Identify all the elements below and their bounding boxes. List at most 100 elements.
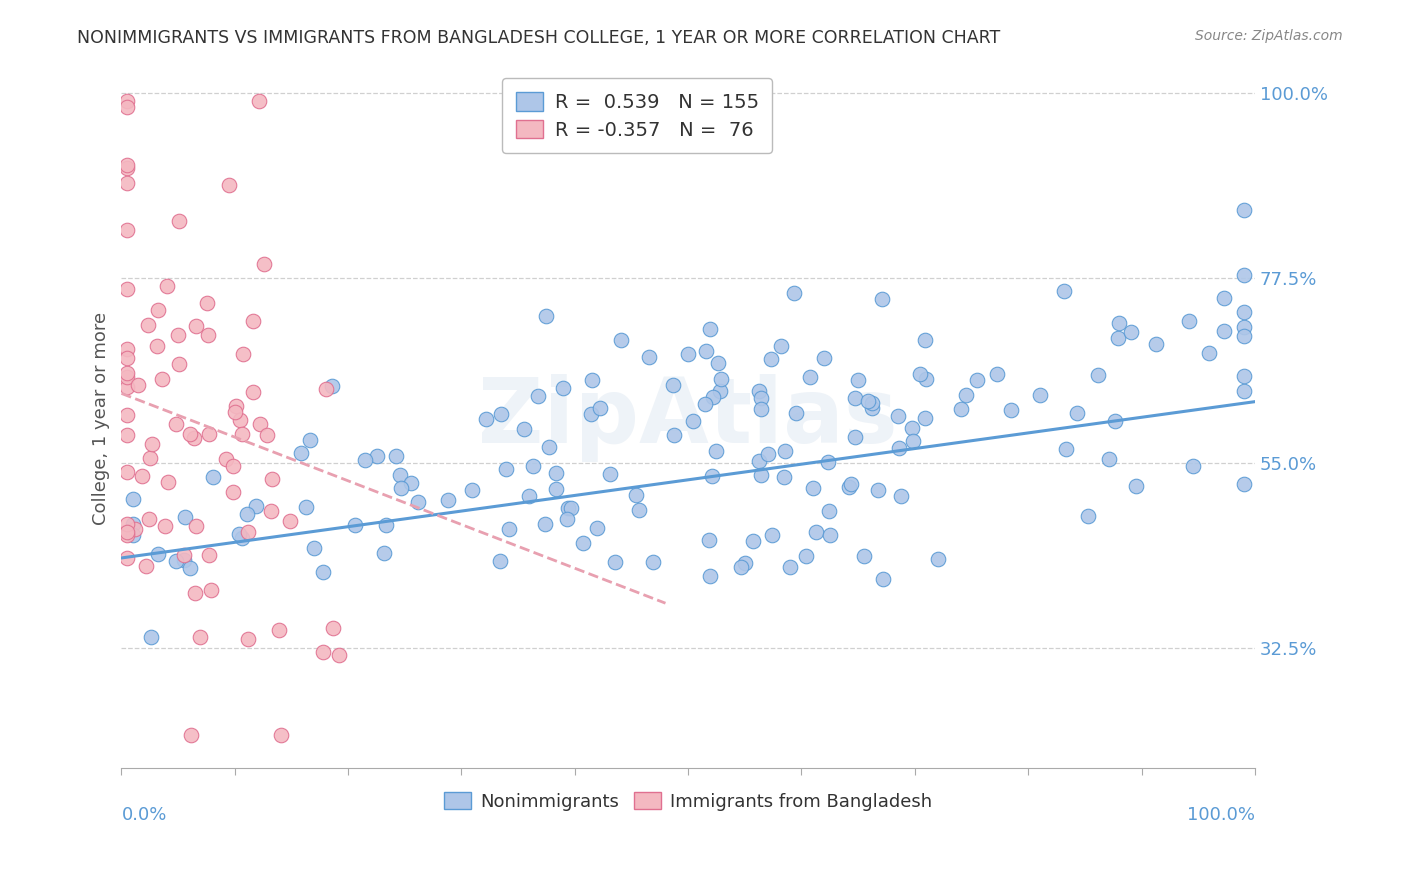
Point <box>637 350 659 364</box>
Point <box>328 648 350 662</box>
Point <box>406 495 429 509</box>
Point <box>1066 406 1088 420</box>
Point <box>322 622 344 636</box>
Point <box>115 516 138 531</box>
Point <box>522 458 544 473</box>
Point <box>115 409 138 423</box>
Point <box>242 385 264 400</box>
Point <box>676 347 699 361</box>
Point <box>910 368 932 382</box>
Point <box>384 449 406 463</box>
Point <box>887 441 910 455</box>
Point <box>115 528 138 542</box>
Point <box>146 339 169 353</box>
Point <box>1232 320 1254 334</box>
Point <box>699 322 721 336</box>
Point <box>180 728 202 742</box>
Point <box>312 566 335 580</box>
Point <box>682 414 704 428</box>
Point <box>697 533 720 547</box>
Point <box>1000 403 1022 417</box>
Point <box>475 412 498 426</box>
Point <box>749 401 772 416</box>
Point <box>115 369 138 384</box>
Point <box>218 178 240 193</box>
Point <box>986 368 1008 382</box>
Point <box>115 176 138 190</box>
Point <box>173 553 195 567</box>
Point <box>298 434 321 448</box>
Point <box>662 428 685 442</box>
Point <box>1098 451 1121 466</box>
Point <box>197 426 219 441</box>
Text: 0.0%: 0.0% <box>121 806 167 824</box>
Point <box>231 426 253 441</box>
Point <box>375 518 398 533</box>
Point <box>197 549 219 563</box>
Point <box>914 333 936 347</box>
Point <box>115 161 138 175</box>
Point <box>131 468 153 483</box>
Point <box>236 507 259 521</box>
Point <box>245 499 267 513</box>
Point <box>256 427 278 442</box>
Point <box>759 351 782 366</box>
Point <box>295 500 318 515</box>
Text: NONIMMIGRANTS VS IMMIGRANTS FROM BANGLADESH COLLEGE, 1 YEAR OR MORE CORRELATION : NONIMMIGRANTS VS IMMIGRANTS FROM BANGLAD… <box>77 29 1001 47</box>
Point <box>817 455 839 469</box>
Point <box>222 485 245 500</box>
Point <box>202 469 225 483</box>
Point <box>695 343 717 358</box>
Point <box>115 351 138 365</box>
Point <box>183 431 205 445</box>
Point <box>804 524 827 539</box>
Point <box>527 389 550 403</box>
Point <box>115 379 138 393</box>
Point <box>704 444 727 458</box>
Point <box>228 527 250 541</box>
Point <box>115 158 138 172</box>
Point <box>1054 442 1077 456</box>
Point <box>551 381 574 395</box>
Point <box>846 373 869 387</box>
Text: Source: ZipAtlas.com: Source: ZipAtlas.com <box>1195 29 1343 44</box>
Point <box>872 572 894 586</box>
Point <box>115 427 138 442</box>
Text: ZipAtlas: ZipAtlas <box>478 374 898 462</box>
Point <box>1104 414 1126 428</box>
Point <box>127 377 149 392</box>
Point <box>779 559 801 574</box>
Point <box>557 501 579 516</box>
Point <box>643 555 665 569</box>
Point <box>302 541 325 556</box>
Point <box>1232 305 1254 319</box>
Point <box>290 446 312 460</box>
Point <box>1029 388 1052 402</box>
Point <box>1077 509 1099 524</box>
Point <box>761 528 783 542</box>
Point <box>571 536 593 550</box>
Point <box>225 399 247 413</box>
Point <box>609 333 631 347</box>
Point <box>517 489 540 503</box>
Point <box>215 451 238 466</box>
Point <box>801 482 824 496</box>
Point <box>115 223 138 237</box>
Point <box>860 401 883 415</box>
Point <box>1087 368 1109 382</box>
Point <box>236 632 259 647</box>
Point <box>734 557 756 571</box>
Point <box>169 213 191 227</box>
Point <box>146 548 169 562</box>
Point <box>399 475 422 490</box>
Point <box>156 278 179 293</box>
Point <box>813 351 835 366</box>
Point <box>252 257 274 271</box>
Point <box>872 293 894 307</box>
Point <box>138 512 160 526</box>
Point <box>1213 291 1236 305</box>
Point <box>818 528 841 542</box>
Point <box>495 462 517 476</box>
Point <box>1182 459 1205 474</box>
Point <box>966 373 988 387</box>
